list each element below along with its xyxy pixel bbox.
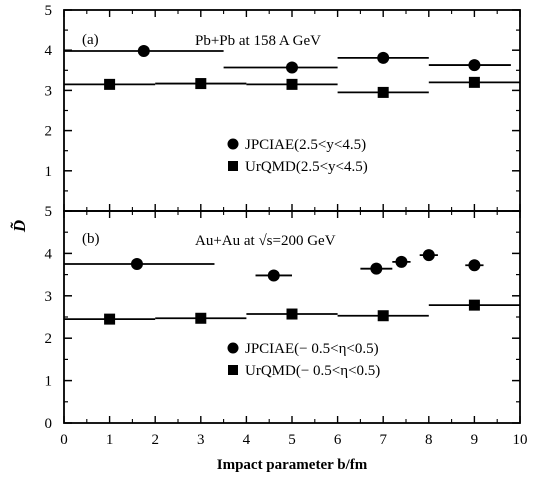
legend-layer: JPCIAE(2.5<y<4.5) UrQMD(2.5<y<4.5) JPCIAE(… xyxy=(227,137,380,379)
data-point-circle xyxy=(130,258,143,270)
data-point-square xyxy=(377,310,389,322)
legend-marker-circle xyxy=(227,138,239,150)
data-point-square xyxy=(195,312,207,324)
y-tick-label: 4 xyxy=(45,43,53,59)
data-point-circle xyxy=(267,269,280,282)
y-tick-label: 4 xyxy=(45,246,53,262)
data-point-circle xyxy=(137,45,150,58)
x-tick-label: 0 xyxy=(60,432,68,448)
data-point-square xyxy=(468,299,480,311)
data-point-circle xyxy=(422,249,435,262)
legend-label: JPCIAE(2.5<y<4.5) xyxy=(245,137,366,153)
data-point-circle xyxy=(286,61,298,74)
legend-label: UrQMD(2.5<y<4.5) xyxy=(245,159,368,175)
data-layer xyxy=(64,45,520,325)
panel-a-title: Pb+Pb at 158 A GeV xyxy=(195,33,321,49)
x-tick-label: 7 xyxy=(379,432,387,448)
y-tick-label: 0 xyxy=(45,416,53,432)
ticks-layer: 1 2 3 4 5 0 1 2 3 4 5 0 1 2 3 4 5 6 7 8 9 10 xyxy=(45,3,528,448)
x-tick-label: 5 xyxy=(288,432,296,448)
x-tick-label: 8 xyxy=(425,432,433,448)
x-axis-label: Impact parameter b/fm xyxy=(217,457,368,473)
panel-b-title: Au+Au at √s=200 GeV xyxy=(195,233,336,249)
data-point-square xyxy=(468,76,480,88)
data-point-circle xyxy=(468,59,481,72)
data-point-circle xyxy=(370,262,383,275)
data-point-square xyxy=(195,78,207,90)
legend-marker-square xyxy=(228,161,238,171)
y-tick-label: 1 xyxy=(45,374,53,390)
data-point-circle xyxy=(468,259,481,272)
x-tick-label: 1 xyxy=(106,432,114,448)
panel-a-label: (a) xyxy=(82,32,99,48)
y-tick-label: 5 xyxy=(45,3,53,19)
y-tick-label: 5 xyxy=(45,204,53,220)
y-tick-label: 2 xyxy=(45,331,53,347)
y-tick-label: 1 xyxy=(45,164,53,180)
x-tick-label: 6 xyxy=(334,432,342,448)
y-tick-label: 3 xyxy=(45,289,53,305)
legend-label: UrQMD(− 0.5<η<0.5) xyxy=(245,363,380,379)
data-point-circle xyxy=(377,51,390,64)
data-point-square xyxy=(104,78,116,90)
legend-marker-circle xyxy=(227,342,239,354)
y-tick-label: 3 xyxy=(45,83,53,99)
panel-b-label: (b) xyxy=(82,231,100,247)
x-tick-label: 3 xyxy=(197,432,205,448)
data-point-square xyxy=(286,308,298,320)
x-tick-label: 4 xyxy=(243,432,251,448)
data-point-square xyxy=(377,86,389,98)
x-tick-label: 2 xyxy=(151,432,159,448)
data-point-circle xyxy=(395,255,408,268)
y-axis-label: D̃ xyxy=(10,220,29,233)
legend-label: JPCIAE(− 0.5<η<0.5) xyxy=(245,341,379,357)
x-tick-label: 10 xyxy=(513,432,528,448)
x-tick-label: 9 xyxy=(471,432,479,448)
data-point-square xyxy=(104,313,116,325)
legend-marker-square xyxy=(228,365,238,375)
data-point-square xyxy=(286,78,298,90)
y-tick-label: 2 xyxy=(45,124,53,140)
